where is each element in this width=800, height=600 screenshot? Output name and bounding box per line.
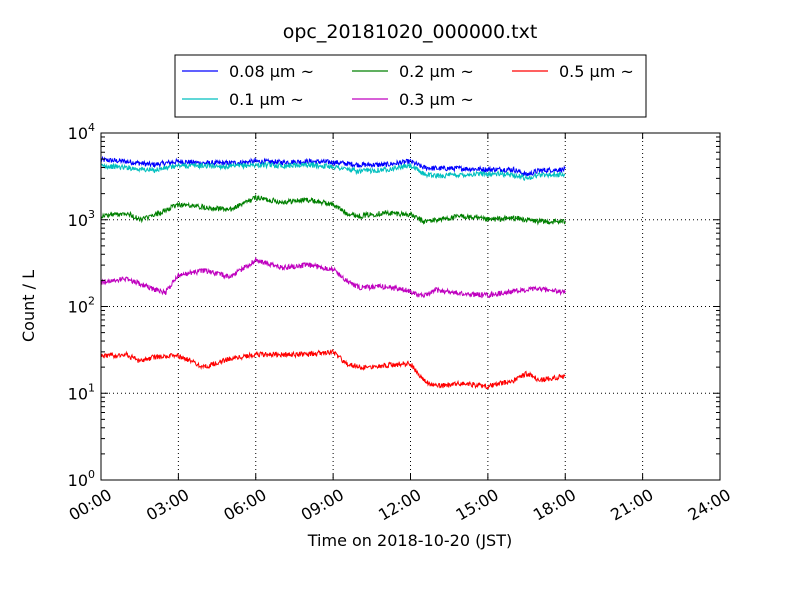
series-line-1 (100, 161, 566, 181)
y-tick-base: 10 (68, 471, 88, 490)
series-line-3 (100, 256, 566, 299)
legend-label: 0.08 μm ~ (229, 62, 314, 81)
y-tick-exponent: 3 (88, 208, 95, 221)
legend-box (174, 54, 647, 118)
y-tick-base: 10 (68, 384, 88, 403)
plot-frame (101, 133, 720, 480)
x-tick-label: 06:00 (220, 485, 269, 525)
series-line-2 (100, 193, 566, 226)
legend-label: 0.3 μm ~ (399, 90, 474, 109)
legend-label: 0.1 μm ~ (229, 90, 304, 109)
x-tick-label: 18:00 (530, 485, 579, 525)
legend-items: 0.08 μm ~ 0.1 μm ~ 0.2 μm ~ 0.3 μm ~ 0.5 μm … (182, 62, 634, 109)
x-tick-label: 15:00 (452, 485, 501, 525)
tick-marks (100, 132, 721, 481)
x-axis-label: Time on 2018-10-20 (JST) (307, 531, 512, 550)
series-lines (100, 155, 566, 390)
y-tick-exponent: 4 (88, 121, 95, 134)
x-tick-label: 09:00 (298, 485, 347, 525)
x-tick-label: 24:00 (685, 485, 734, 525)
series-line-4 (100, 349, 566, 390)
legend: 0.08 μm ~ 0.1 μm ~ 0.2 μm ~ 0.3 μm ~ 0.5 μm … (174, 54, 647, 118)
y-tick-exponent: 1 (88, 381, 95, 394)
y-tick-label: 101 (68, 381, 95, 403)
x-tick-label: 21:00 (607, 485, 656, 525)
x-tick-label: 12:00 (375, 485, 424, 525)
x-tick-label: 03:00 (143, 485, 192, 525)
series-line-0 (100, 155, 566, 177)
y-tick-label: 100 (68, 468, 95, 490)
legend-label: 0.5 μm ~ (559, 62, 634, 81)
chart-title: opc_20181020_000000.txt (283, 21, 538, 43)
x-tick-labels: 00:00 03:00 06:00 09:00 12:00 15:00 18:00 21:00… (66, 485, 734, 525)
y-tick-base: 10 (68, 298, 88, 317)
y-tick-exponent: 0 (88, 468, 95, 481)
y-tick-label: 104 (68, 121, 95, 143)
legend-label: 0.2 μm ~ (399, 62, 474, 81)
y-tick-base: 10 (68, 211, 88, 230)
y-tick-label: 103 (68, 208, 95, 230)
y-tick-base: 10 (68, 124, 88, 143)
y-axis-label: Count / L (19, 270, 38, 342)
y-tick-label: 102 (68, 295, 95, 317)
plot-area (100, 132, 721, 481)
x-tick-label: 00:00 (66, 485, 115, 525)
y-tick-exponent: 2 (88, 295, 95, 308)
